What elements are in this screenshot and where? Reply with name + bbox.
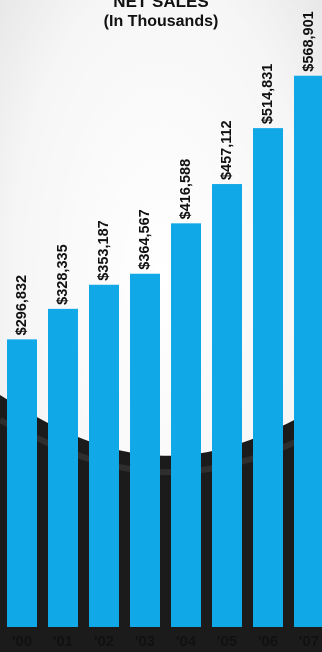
x-tick-label-1: '01 <box>53 633 73 650</box>
x-tick-label-2: '02 <box>94 633 114 650</box>
bars-group <box>7 75 322 628</box>
value-label-6: $514,831 <box>260 64 276 124</box>
bar-4 <box>171 223 201 627</box>
value-label-3: $364,567 <box>137 209 153 269</box>
bar-3 <box>130 273 160 627</box>
chart-subtitle: (In Thousands) <box>104 13 219 30</box>
bar-1 <box>48 308 78 627</box>
x-tick-label-3: '03 <box>135 633 155 650</box>
bar-7 <box>294 75 322 628</box>
bar-2 <box>89 284 119 627</box>
value-label-7: $568,901 <box>301 11 317 71</box>
x-axis-ticks-group: '00 '01 '02 '03 '04 '05 '06 '07 <box>12 633 319 650</box>
value-label-0: $296,832 <box>14 275 30 335</box>
x-tick-label-4: '04 <box>176 633 197 650</box>
bar-6 <box>253 128 283 627</box>
x-tick-label-5: '05 <box>217 633 237 650</box>
x-tick-label-6: '06 <box>258 633 278 650</box>
chart-title: NET SALES <box>113 0 208 11</box>
bar-5 <box>212 184 242 627</box>
value-label-1: $328,335 <box>55 244 71 304</box>
value-label-2: $353,187 <box>96 220 112 280</box>
value-label-5: $457,112 <box>219 120 235 180</box>
bar-0 <box>7 339 37 627</box>
value-labels-group: $296,832 $328,335 $353,187 $364,567 $416,588… <box>14 11 317 335</box>
value-label-4: $416,588 <box>178 159 194 219</box>
x-tick-label-7: '07 <box>299 633 319 650</box>
x-tick-label-0: '00 <box>12 633 32 650</box>
